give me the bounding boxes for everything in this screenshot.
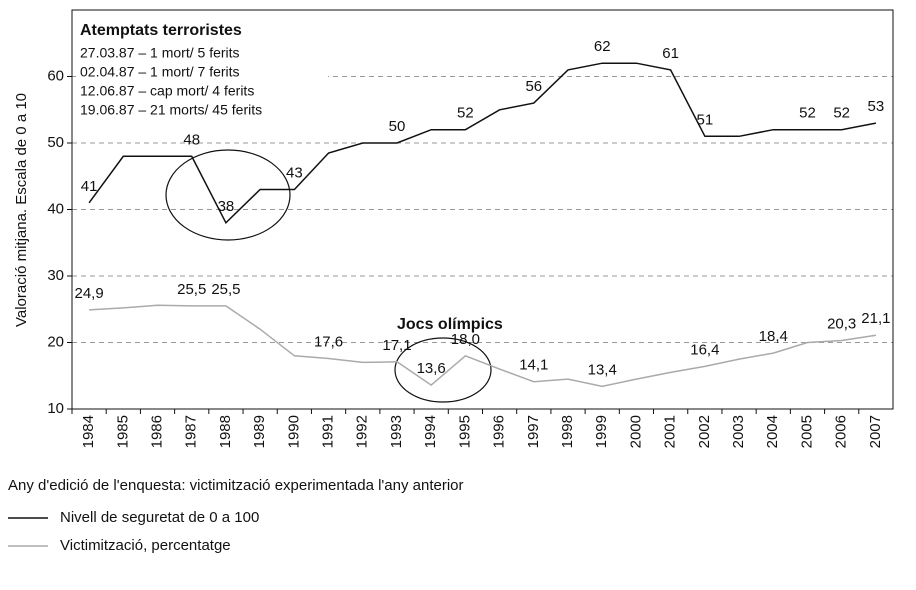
data-label: 41	[81, 178, 98, 195]
data-label: 52	[457, 105, 474, 122]
x-tick-label: 2006	[833, 415, 850, 448]
data-label: 13,4	[588, 361, 617, 378]
data-label: 18,0	[451, 331, 480, 348]
x-tick-label: 1990	[285, 415, 302, 448]
y-tick-label: 50	[47, 134, 64, 151]
data-label: 18,4	[759, 328, 788, 345]
x-tick-label: 2002	[696, 415, 713, 448]
data-label: 25,5	[211, 281, 240, 298]
data-label: 62	[594, 38, 611, 55]
annotation-title: Jocs olímpics	[397, 316, 503, 333]
data-label: 52	[833, 105, 850, 122]
x-tick-label: 2004	[764, 415, 781, 448]
data-label: 38	[218, 198, 235, 215]
data-label: 25,5	[177, 281, 206, 298]
data-label: 50	[389, 118, 406, 135]
data-label: 21,1	[861, 310, 890, 327]
x-tick-label: 2000	[627, 415, 644, 448]
data-label: 51	[697, 111, 714, 128]
data-label: 14,1	[519, 357, 548, 374]
highlight-ellipse	[165, 149, 291, 241]
x-tick-label: 1986	[148, 415, 165, 448]
y-tick-label: 10	[47, 400, 64, 417]
x-tick-label: 1991	[320, 415, 337, 448]
x-tick-label: 2003	[730, 415, 747, 448]
annotation: 19.06.87 – 21 morts/ 45 ferits	[80, 102, 262, 118]
x-tick-label: 1987	[183, 415, 200, 448]
y-tick-label: 30	[47, 267, 64, 284]
data-label: 53	[868, 98, 885, 115]
annotation: 12.06.87 – cap mort/ 4 ferits	[80, 83, 254, 99]
data-label: 43	[286, 165, 303, 182]
highlight-ellipse	[394, 337, 492, 403]
x-axis-label: Any d'edició de l'enquesta: victimitzaci…	[8, 477, 464, 494]
annotation-title: Atemptats terroristes	[80, 22, 242, 39]
y-axis-label: Valoració mitjana. Escala de 0 a 10	[13, 93, 30, 327]
x-tick-label: 2007	[867, 415, 884, 448]
legend-label: Victimització, percentatge	[60, 537, 231, 554]
x-tick-label: 1993	[388, 415, 405, 448]
data-label: 24,9	[75, 285, 104, 302]
x-tick-label: 1994	[422, 415, 439, 448]
x-tick-label: 1999	[593, 415, 610, 448]
x-tick-label: 1988	[217, 415, 234, 448]
series-line	[89, 304, 877, 388]
x-tick-label: 1998	[559, 415, 576, 448]
data-label: 56	[525, 78, 542, 95]
y-tick-label: 60	[47, 67, 64, 84]
data-label: 20,3	[827, 315, 856, 332]
data-label: 17,6	[314, 333, 343, 350]
x-tick-label: 1996	[491, 415, 508, 448]
x-tick-label: 1989	[251, 415, 268, 448]
series-line	[88, 62, 877, 225]
x-tick-label: 1995	[456, 415, 473, 448]
annotation-background	[76, 14, 328, 132]
data-label: 61	[662, 45, 679, 62]
annotation: 27.03.87 – 1 mort/ 5 ferits	[80, 45, 240, 61]
x-tick-label: 1997	[525, 415, 542, 448]
x-tick-label: 1992	[354, 415, 371, 448]
data-label: 16,4	[690, 341, 719, 358]
legend-label: Nivell de seguretat de 0 a 100	[60, 509, 259, 526]
annotation: 02.04.87 – 1 mort/ 7 ferits	[80, 64, 240, 80]
annotation-block: Atemptats terroristes 27.03.87 – 1 mort/…	[76, 14, 503, 403]
x-tick-label: 1984	[80, 415, 97, 448]
x-tick-label: 2001	[662, 415, 679, 448]
x-tick-label: 2005	[798, 415, 815, 448]
y-tick-label: 40	[47, 200, 64, 217]
y-tick-label: 20	[47, 333, 64, 350]
data-label: 48	[183, 131, 200, 148]
data-label: 17,1	[382, 337, 411, 354]
data-label: 52	[799, 105, 816, 122]
x-tick-label: 1985	[114, 415, 131, 448]
data-label: 13,6	[417, 360, 446, 377]
